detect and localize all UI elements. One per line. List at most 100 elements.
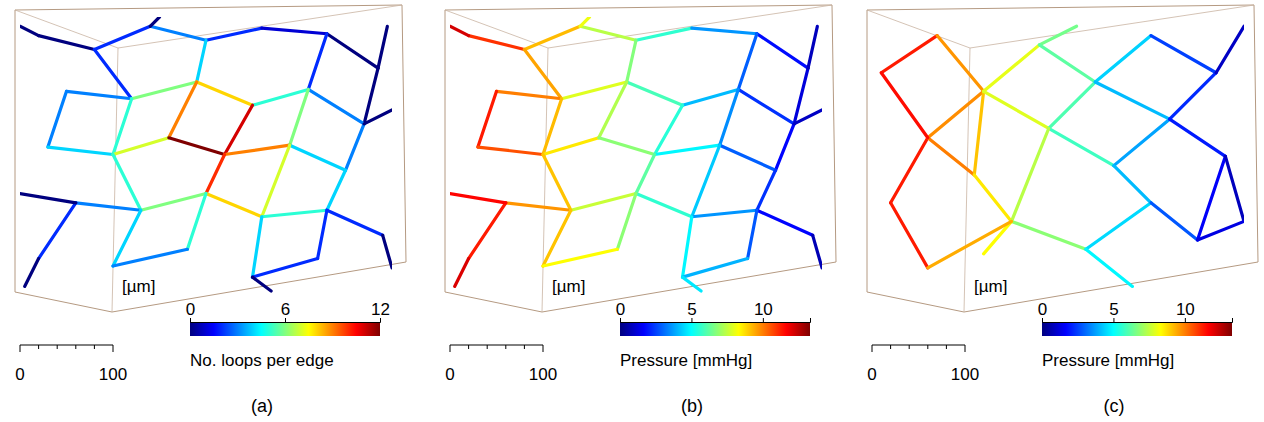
scale-bar: 0100 — [445, 345, 557, 384]
scale-bar-minor-tick — [487, 345, 488, 349]
vessel-edge — [627, 40, 636, 82]
vessel-edge — [757, 210, 813, 235]
colorbar-tick: 10 — [1176, 300, 1195, 322]
scale-bar-minor-tick — [38, 345, 39, 349]
vessel-edge — [881, 73, 928, 138]
scale-bar-tick — [872, 345, 873, 352]
vessel-edge — [113, 210, 141, 266]
box-edge — [112, 48, 118, 312]
vessel-edge — [1198, 221, 1245, 240]
tick-label: 0 — [186, 300, 195, 319]
vessel-edge — [141, 194, 206, 211]
colorbar-tick: 12 — [371, 300, 390, 322]
vessel-edge — [881, 36, 937, 73]
tick-label: 6 — [281, 300, 290, 319]
tick-label: 0 — [616, 300, 625, 319]
tick-label: 10 — [754, 300, 773, 319]
scale-bar-minor-tick — [909, 345, 910, 349]
vessel-edge — [25, 259, 39, 287]
colorbar-label: Pressure [mmHg] — [1042, 351, 1174, 370]
vessel-edge — [67, 91, 132, 98]
vessel-edge — [450, 194, 506, 203]
vessel-edge — [692, 145, 720, 217]
colorbar — [1042, 322, 1232, 336]
vessel-edge — [383, 235, 392, 268]
scale-bar-label: 0 — [15, 365, 24, 384]
vessel-edge — [1095, 36, 1151, 82]
vessel-edge — [636, 154, 655, 193]
vessel-edge — [1049, 82, 1096, 128]
vessel-edge — [794, 110, 822, 124]
scale-bar-minor-tick — [927, 345, 928, 349]
vessel-edge — [1114, 166, 1151, 203]
panel: 0510Pressure [mmHg]0100[µm](c) — [867, 5, 1258, 416]
tick-label: 5 — [687, 300, 696, 319]
vessel-edge — [478, 91, 497, 147]
network — [450, 17, 822, 291]
box-edge — [548, 5, 832, 48]
vessel-edge — [206, 154, 225, 193]
vessel-edge — [150, 17, 159, 26]
colorbar-tick: 0 — [1038, 300, 1047, 322]
scale-bar-minor-tick — [524, 345, 525, 349]
vessel-edge — [113, 138, 169, 155]
scale-bar-tick — [20, 345, 21, 352]
vessel-edge — [562, 82, 627, 99]
vessel-edge — [524, 26, 580, 49]
vessel-edge — [627, 82, 683, 105]
vessel-edge — [1170, 119, 1226, 156]
vessel-edge — [506, 203, 571, 210]
vessel-edge — [571, 194, 636, 211]
panel: 0612No. loops per edge0100[µm](a) — [15, 5, 406, 416]
vessel-edge — [132, 82, 197, 99]
vessel-edge — [364, 68, 378, 124]
scale-bar-line — [20, 345, 113, 346]
colorbar — [620, 322, 810, 336]
vessel-edge — [48, 91, 67, 147]
panel-label: (c) — [1104, 396, 1125, 416]
vessel-edge — [683, 89, 739, 105]
network — [881, 26, 1244, 286]
box-outline — [445, 5, 836, 312]
vessel-edge — [692, 28, 757, 34]
vessel-edge — [39, 36, 95, 50]
colorbar-tick: 0 — [186, 300, 195, 322]
vessel-edge — [76, 203, 141, 210]
colorbar-tick: 10 — [754, 300, 773, 322]
colorbar-axis: 0510 — [1038, 300, 1233, 323]
scale-bar-label: 100 — [99, 365, 127, 384]
scale-bar-minor-tick — [468, 345, 469, 349]
panel-label: (b) — [681, 396, 703, 416]
scale-bar-line — [450, 345, 543, 346]
bounding-box — [867, 5, 1258, 312]
scale-bar-minor-tick — [946, 345, 947, 349]
scale-bar-tick — [113, 345, 114, 352]
tick-label: 0 — [1038, 300, 1047, 319]
colorbar-tick: 0 — [616, 300, 625, 322]
network — [20, 17, 392, 291]
vessel-edge — [776, 124, 795, 170]
vessel-edge — [39, 203, 76, 259]
vessel-edge — [346, 124, 365, 170]
box-outline — [867, 5, 1258, 312]
vessel-edge — [813, 235, 822, 268]
vessel-edge — [738, 34, 757, 90]
vessel-edge — [720, 89, 739, 145]
vessel-edge — [225, 105, 253, 154]
panel-label: (a) — [251, 396, 273, 416]
figure: 0612No. loops per edge0100[µm](a)0510Pre… — [0, 0, 1264, 422]
vessel-edge — [455, 259, 469, 287]
vessel-edge — [290, 89, 309, 145]
box-outline — [15, 5, 406, 312]
vessel-edge — [974, 91, 983, 175]
vessel-edge — [1039, 26, 1076, 45]
vessel-edge — [636, 194, 692, 217]
vessel-edge — [206, 28, 262, 40]
vessel-edge — [1225, 156, 1244, 221]
bounding-box — [15, 5, 406, 312]
vessel-edge — [1198, 156, 1226, 240]
tick-label: 10 — [1176, 300, 1195, 319]
vessel-edge — [599, 138, 655, 155]
colorbar-tick: 6 — [281, 300, 290, 322]
vessel-edge — [984, 221, 1012, 254]
